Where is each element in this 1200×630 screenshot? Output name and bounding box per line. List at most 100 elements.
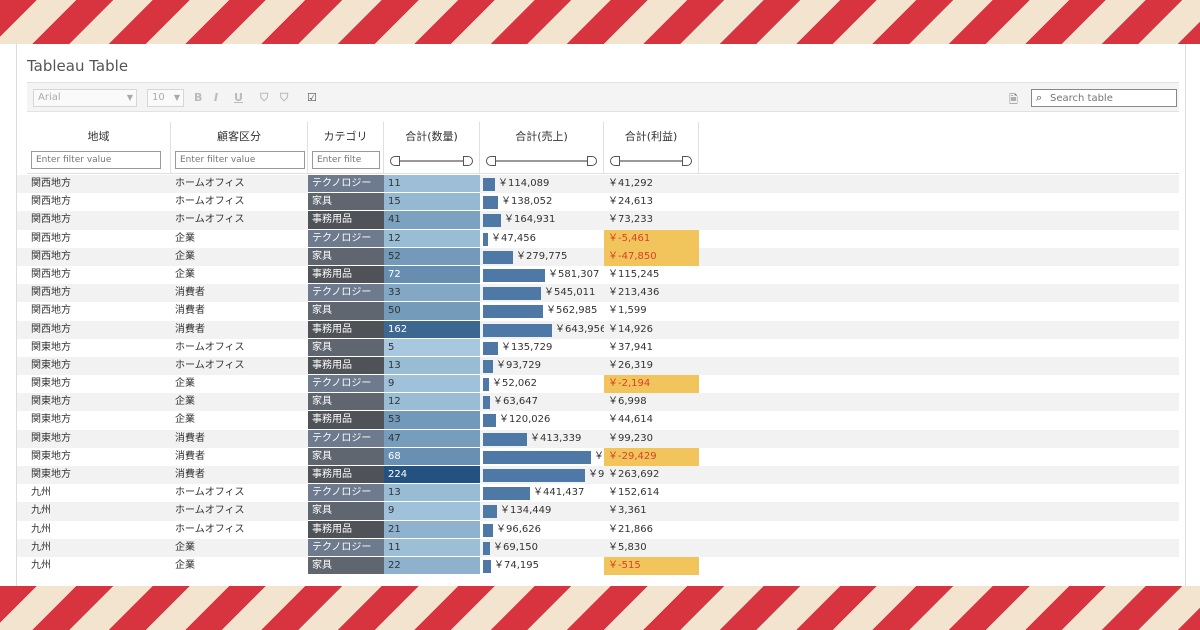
bold-button[interactable]: B <box>194 91 203 104</box>
table-row[interactable]: 関西地方 企業 家具 52 ￥279,775 ￥-47,850 <box>17 247 1179 266</box>
cell-sales: ￥643,956 <box>480 321 604 339</box>
filter-region-input[interactable] <box>31 151 161 169</box>
table-row[interactable]: 関西地方 消費者 テクノロジー 33 ￥545,011 ￥213,436 <box>17 284 1179 303</box>
cell-category: 事務用品 <box>308 320 384 339</box>
page-title: Tableau Table <box>27 57 129 75</box>
table-row[interactable]: 関東地方 消費者 テクノロジー 47 ￥413,339 ￥99,230 <box>17 429 1179 448</box>
slider-max-handle[interactable] <box>682 156 692 166</box>
table-row[interactable]: 関東地方 消費者 家具 68 ￥ ￥-29,429 <box>17 447 1179 466</box>
table-row[interactable]: 関東地方 ホームオフィス 家具 5 ￥135,729 ￥37,941 <box>17 338 1179 357</box>
sales-bar <box>483 232 488 246</box>
table-row[interactable]: 関西地方 消費者 事務用品 162 ￥643,956 ￥14,926 <box>17 320 1179 339</box>
cell-segment: 企業 <box>175 559 195 571</box>
table-row[interactable]: 関西地方 ホームオフィス テクノロジー 11 ￥114,089 ￥41,292 <box>17 175 1179 194</box>
table-row[interactable]: 関西地方 ホームオフィス 家具 15 ￥138,052 ￥24,613 <box>17 193 1179 212</box>
table-row[interactable]: 関西地方 消費者 家具 50 ￥562,985 ￥1,599 <box>17 302 1179 321</box>
sales-value: ￥413,339 <box>530 432 582 444</box>
highlight-icon[interactable]: ⛉ <box>260 91 269 104</box>
search-box[interactable]: ⌕ <box>1031 89 1177 107</box>
sales-bar <box>483 396 490 410</box>
cell-category: テクノロジー <box>308 375 384 394</box>
slider-max-handle[interactable] <box>463 156 473 166</box>
underline-button[interactable]: U <box>234 91 243 104</box>
table-row[interactable]: 関西地方 企業 テクノロジー 12 ￥47,456 ￥-5,461 <box>17 229 1179 248</box>
cell-quantity: 13 <box>384 356 480 376</box>
font-size-select[interactable]: 10 ▼ <box>147 89 184 107</box>
tableau-table-panel: Tableau Table Arial ▼ 10 ▼ B I U ⛉ ⛉ ☑ 🗎… <box>16 44 1186 586</box>
cell-sales: ￥413,339 <box>480 430 604 448</box>
cell-sales: ￥9 <box>480 466 604 484</box>
slider-min-handle[interactable] <box>610 156 620 166</box>
profit-range-slider[interactable] <box>610 156 692 166</box>
cell-sales: ￥114,089 <box>480 175 604 193</box>
quantity-range-slider[interactable] <box>390 156 473 166</box>
cell-region: 関東地方 <box>31 432 71 444</box>
cell-category: 家具 <box>308 393 384 412</box>
cell-segment: ホームオフィス <box>175 359 245 371</box>
clear-format-icon[interactable]: ⛉ <box>280 91 289 104</box>
table-row[interactable]: 九州 ホームオフィス テクノロジー 13 ￥441,437 ￥152,614 <box>17 484 1179 503</box>
sales-value: ￥47,456 <box>491 232 536 244</box>
cell-region: 関西地方 <box>31 305 71 317</box>
cell-category: 家具 <box>308 193 384 212</box>
column-label-region: 地域 <box>87 130 110 143</box>
table-row[interactable]: 関東地方 企業 テクノロジー 9 ￥52,062 ￥-2,194 <box>17 375 1179 394</box>
cell-profit: ￥-5,461 <box>604 229 699 248</box>
table-row[interactable]: 九州 ホームオフィス 家具 9 ￥134,449 ￥3,361 <box>17 502 1179 521</box>
filter-segment-input[interactable] <box>175 151 305 169</box>
table-row[interactable]: 九州 企業 家具 22 ￥74,195 ￥-515 <box>17 556 1179 576</box>
sales-value: ￥93,729 <box>496 359 541 371</box>
edit-icon[interactable]: ☑ <box>307 91 317 104</box>
cell-category: テクノロジー <box>308 429 384 448</box>
sales-value: ￥138,052 <box>501 196 553 208</box>
sales-value: ￥52,062 <box>492 378 537 390</box>
search-input[interactable] <box>1050 91 1170 105</box>
cell-profit: ￥26,319 <box>608 359 653 371</box>
table-row[interactable]: 九州 企業 テクノロジー 11 ￥69,150 ￥5,830 <box>17 538 1179 557</box>
table-row[interactable]: 九州 ホームオフィス 事務用品 21 ￥96,626 ￥21,866 <box>17 520 1179 539</box>
cell-segment: 企業 <box>175 268 195 280</box>
export-document-icon[interactable]: 🗎 <box>1009 93 1018 106</box>
cell-sales: ￥74,195 <box>480 557 604 575</box>
chevron-down-icon: ▼ <box>173 93 180 102</box>
font-size-value: 10 <box>152 92 165 103</box>
table-row[interactable]: 関東地方 消費者 事務用品 224 ￥9 ￥263,692 <box>17 466 1179 485</box>
slider-min-handle[interactable] <box>486 156 496 166</box>
cell-quantity: 9 <box>384 502 480 521</box>
sales-value: ￥545,011 <box>544 287 596 299</box>
cell-category: 家具 <box>308 447 384 466</box>
table-row[interactable]: 関東地方 企業 事務用品 53 ￥120,026 ￥44,614 <box>17 411 1179 430</box>
table-row[interactable]: 関西地方 ホームオフィス 事務用品 41 ￥164,931 ￥73,233 <box>17 211 1179 230</box>
cell-category: 家具 <box>308 247 384 266</box>
cell-profit: ￥44,614 <box>608 414 653 426</box>
cell-quantity: 9 <box>384 375 480 394</box>
cell-quantity: 12 <box>384 393 480 412</box>
cell-segment: 消費者 <box>175 305 205 317</box>
table-row[interactable]: 関西地方 企業 事務用品 72 ￥581,307 ￥115,245 <box>17 265 1179 285</box>
cell-sales: ￥164,931 <box>480 211 604 229</box>
sales-range-slider[interactable] <box>486 156 597 166</box>
cell-region: 関西地方 <box>31 178 71 189</box>
sales-bar <box>483 287 541 301</box>
cell-category: テクノロジー <box>308 538 384 557</box>
cell-region: 関西地方 <box>31 196 71 208</box>
italic-button[interactable]: I <box>214 91 219 104</box>
header-quantity: 合計(数量) <box>384 122 480 174</box>
table-row[interactable]: 関東地方 企業 家具 12 ￥63,647 ￥6,998 <box>17 393 1179 412</box>
filter-category-input[interactable] <box>312 151 380 169</box>
slider-min-handle[interactable] <box>390 156 400 166</box>
column-label-segment: 顧客区分 <box>217 130 261 143</box>
slider-track <box>396 160 467 162</box>
cell-segment: ホームオフィス <box>175 178 245 189</box>
sales-bar <box>483 505 497 519</box>
font-select-value: Arial <box>38 92 61 103</box>
font-select[interactable]: Arial ▼ <box>33 89 137 107</box>
column-label-category: カテゴリ <box>323 130 368 143</box>
table-row[interactable]: 関東地方 ホームオフィス 事務用品 13 ￥93,729 ￥26,319 <box>17 356 1179 376</box>
sales-value: ￥9 <box>588 469 604 480</box>
header-spacer <box>699 122 1179 174</box>
cell-region: 九州 <box>31 487 51 499</box>
slider-max-handle[interactable] <box>587 156 597 166</box>
sales-bar <box>483 359 493 373</box>
cell-segment: 企業 <box>175 396 195 408</box>
